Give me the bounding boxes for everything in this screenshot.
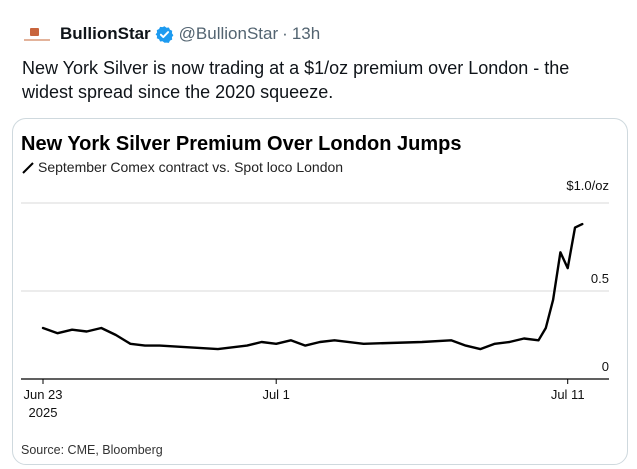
y-tick-label: 0.5 xyxy=(591,271,609,286)
handle[interactable]: @BullionStar xyxy=(178,24,279,43)
separator: · xyxy=(282,24,288,43)
chart-card[interactable]: New York Silver Premium Over London Jump… xyxy=(12,118,628,465)
x-tick-sublabel: 2025 xyxy=(29,405,58,420)
tweet-text: New York Silver is now trading at a $1/o… xyxy=(22,58,570,102)
x-tick-label: Jul 11 xyxy=(551,387,585,402)
chart-title: New York Silver Premium Over London Jump… xyxy=(21,133,462,155)
x-tick-label: Jul 1 xyxy=(262,387,289,402)
series-line xyxy=(41,222,584,351)
source-note: Source: CME, Bloomberg xyxy=(21,443,163,457)
chart: New York Silver Premium Over London Jump… xyxy=(21,133,609,457)
grid xyxy=(21,202,609,292)
x-tick-label: Jun 23 xyxy=(23,387,62,402)
legend-label: September Comex contract vs. Spot loco L… xyxy=(38,159,343,175)
axes: 0 0.5 $1.0/oz Jun 23 2025 Jul 1 Jul 11 xyxy=(21,178,609,420)
y-tick-label: $1.0/oz xyxy=(566,178,609,193)
y-tick-label: 0 xyxy=(602,359,609,374)
plot-area xyxy=(41,222,584,351)
bullionstar-logo-icon[interactable] xyxy=(22,20,50,48)
verified-badge-icon xyxy=(155,25,174,44)
timestamp[interactable]: 13h xyxy=(291,24,321,43)
tweet-header: BullionStar @BullionStar · 13h xyxy=(22,20,320,48)
legend-line-icon xyxy=(22,162,34,174)
display-name[interactable]: BullionStar xyxy=(60,24,151,43)
